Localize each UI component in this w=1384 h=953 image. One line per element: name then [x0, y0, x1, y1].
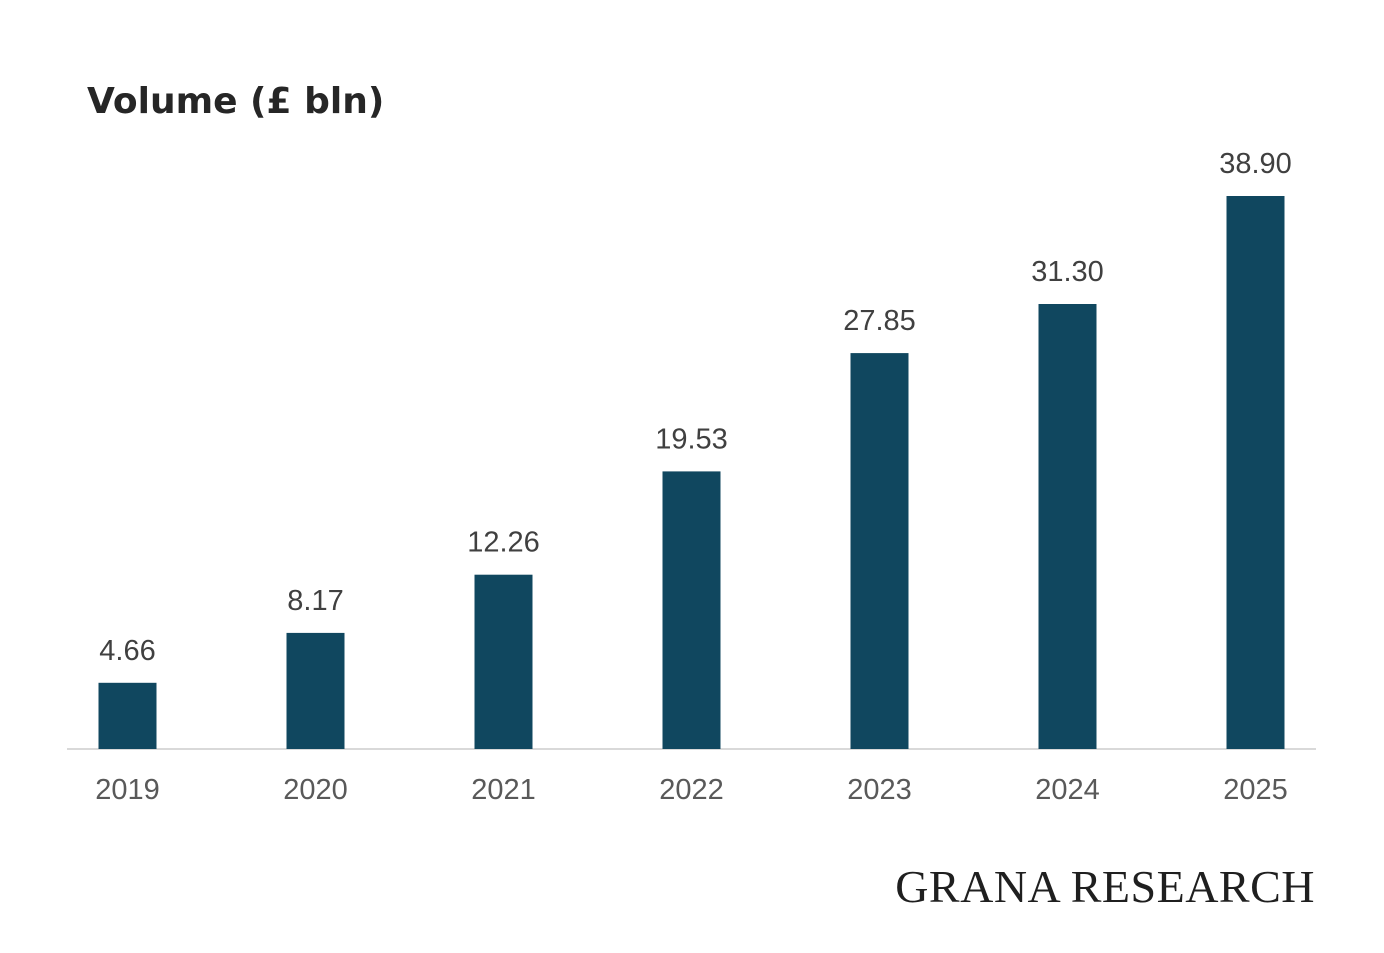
- chart-title: Volume (£ bln): [87, 81, 384, 122]
- data-label-2024: 31.30: [1031, 256, 1104, 288]
- x-tick-label-2024: 2024: [1035, 774, 1100, 806]
- brand-watermark: GRANA RESEARCH: [895, 861, 1315, 912]
- x-axis-tick-labels: 2019 2020 2021 2022 2023 2024 2025: [95, 774, 1288, 806]
- x-tick-label-2025: 2025: [1223, 774, 1288, 806]
- x-tick-label-2020: 2020: [283, 774, 348, 806]
- bar-2022: [662, 471, 721, 749]
- bar-series: [98, 196, 1285, 749]
- data-label-2020: 8.17: [287, 585, 343, 617]
- bar-2021: [474, 574, 533, 749]
- data-label-2025: 38.90: [1219, 148, 1292, 180]
- data-label-2019: 4.66: [99, 635, 155, 667]
- x-tick-label-2023: 2023: [847, 774, 912, 806]
- data-label-2021: 12.26: [467, 527, 540, 559]
- bar-2024: [1038, 304, 1097, 749]
- bar-2020: [286, 632, 345, 749]
- data-labels: 4.66 8.17 12.26 19.53 27.85 31.30 38.90: [99, 148, 1292, 667]
- bar-2023: [850, 353, 909, 749]
- bar-2019: [98, 682, 157, 749]
- data-label-2022: 19.53: [655, 423, 728, 455]
- x-tick-label-2022: 2022: [659, 774, 724, 806]
- x-tick-label-2019: 2019: [95, 774, 160, 806]
- bar-2025: [1226, 196, 1285, 749]
- x-tick-label-2021: 2021: [471, 774, 536, 806]
- data-label-2023: 27.85: [843, 305, 916, 337]
